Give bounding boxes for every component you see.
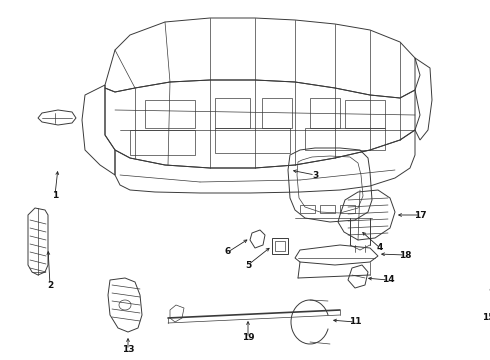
Text: 11: 11 <box>349 318 361 327</box>
Bar <box>262 98 292 128</box>
Text: 13: 13 <box>122 346 134 355</box>
Text: 18: 18 <box>399 251 411 260</box>
Text: 19: 19 <box>242 333 254 342</box>
Bar <box>145 100 195 128</box>
Bar <box>320 205 335 213</box>
Text: 6: 6 <box>225 248 231 256</box>
Bar <box>305 128 385 150</box>
Bar <box>345 100 385 128</box>
Bar <box>272 238 288 254</box>
Text: 14: 14 <box>382 275 394 284</box>
Text: 5: 5 <box>245 261 251 270</box>
Bar <box>215 98 250 128</box>
Text: 3: 3 <box>312 171 318 180</box>
Text: 1: 1 <box>52 190 58 199</box>
Bar <box>130 130 195 155</box>
Bar <box>310 98 340 128</box>
Text: 15: 15 <box>482 314 490 323</box>
Bar <box>300 205 315 213</box>
Text: 4: 4 <box>377 243 383 252</box>
Text: 2: 2 <box>47 280 53 289</box>
Bar <box>215 128 290 153</box>
Bar <box>340 205 355 213</box>
Text: 17: 17 <box>414 211 426 220</box>
Bar <box>275 241 285 251</box>
